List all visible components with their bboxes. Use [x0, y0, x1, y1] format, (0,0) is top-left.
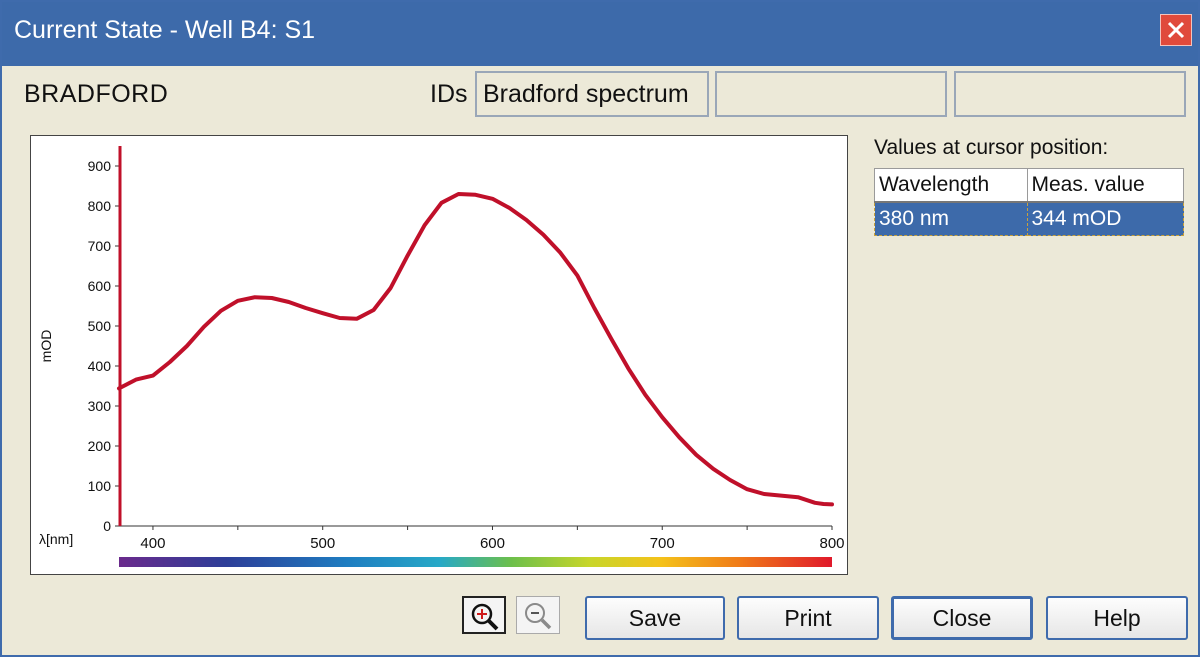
- zoom-in-button[interactable]: [462, 596, 506, 634]
- cursor-values-table: Wavelength Meas. value 380 nm 344 mOD: [874, 168, 1184, 236]
- x-tick-label: 700: [650, 535, 675, 552]
- zoom-in-icon: [471, 603, 499, 631]
- table-row[interactable]: 380 nm 344 mOD: [874, 201, 1184, 236]
- window-title: Current State - Well B4: S1: [14, 16, 316, 44]
- id-field-1[interactable]: Bradford spectrum: [475, 71, 709, 117]
- sample-name: BRADFORD: [24, 80, 169, 108]
- y-tick-label: 900: [88, 158, 112, 174]
- y-tick-label: 0: [103, 518, 111, 534]
- cursor-values-title: Values at cursor position:: [874, 136, 1109, 159]
- ids-label: IDs: [430, 80, 468, 108]
- id-field-2[interactable]: [715, 71, 947, 117]
- print-button[interactable]: Print: [737, 596, 879, 640]
- y-tick-label: 100: [88, 478, 112, 494]
- spectrum-chart[interactable]: 0 100 200 300 400 500 600 700 800 900 400 500 600 700…: [30, 135, 848, 575]
- spectrum-plot[interactable]: 0 100 200 300 400 500 600 700 800 900 400 500 600 700…: [31, 136, 847, 574]
- save-button[interactable]: Save: [585, 596, 725, 640]
- y-axis-label: mOD: [38, 330, 54, 363]
- help-button[interactable]: Help: [1046, 596, 1188, 640]
- x-axis-label: λ[nm]: [39, 531, 73, 547]
- x-tick-label: 500: [310, 535, 335, 552]
- column-header-wavelength[interactable]: Wavelength: [874, 168, 1028, 203]
- id-field-3[interactable]: [954, 71, 1186, 117]
- zoom-out-button[interactable]: [516, 596, 560, 634]
- y-tick-label: 700: [88, 238, 112, 254]
- x-tick-label: 400: [140, 535, 165, 552]
- cell-meas-value[interactable]: 344 mOD: [1026, 201, 1184, 236]
- wavelength-color-bar: [119, 557, 832, 567]
- column-header-meas-value[interactable]: Meas. value: [1026, 168, 1184, 203]
- close-button[interactable]: Close: [891, 596, 1033, 640]
- spectrum-line: [117, 192, 834, 507]
- zoom-out-icon: [525, 603, 552, 630]
- y-tick-label: 500: [88, 318, 112, 334]
- cell-wavelength[interactable]: 380 nm: [874, 201, 1028, 236]
- y-tick-label: 400: [88, 358, 112, 374]
- close-icon[interactable]: [1160, 14, 1192, 46]
- title-bar[interactable]: Current State - Well B4: S1: [2, 2, 1198, 66]
- y-tick-label: 800: [88, 198, 112, 214]
- y-tick-label: 300: [88, 398, 112, 414]
- x-tick-label: 800: [819, 535, 844, 552]
- x-tick-label: 600: [480, 535, 505, 552]
- y-tick-label: 600: [88, 278, 112, 294]
- y-tick-label: 200: [88, 438, 112, 454]
